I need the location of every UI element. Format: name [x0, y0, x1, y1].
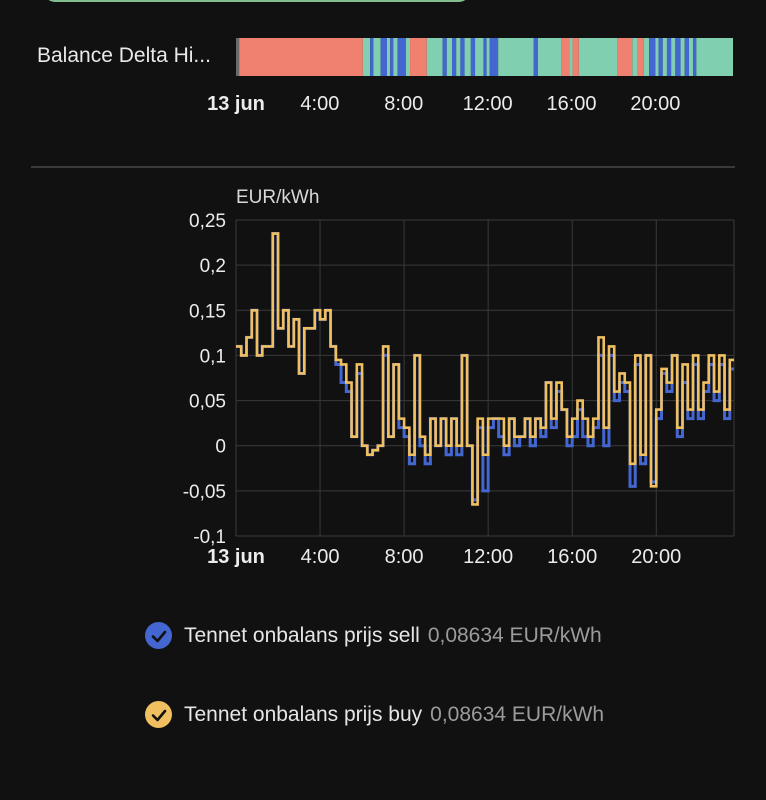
timeline-segment-teal[interactable] [393, 38, 398, 76]
timeline-segment-blue[interactable] [666, 38, 672, 76]
y-tick-label: 0,05 [189, 392, 226, 413]
legend-buy-value: 0,08634 EUR/kWh [430, 702, 605, 726]
timeline-segment-red[interactable] [410, 38, 427, 76]
timeline-segment-blue[interactable] [483, 38, 487, 76]
timeline-tick-label: 13 jun [207, 93, 265, 115]
series-line-buy[interactable] [236, 232, 734, 506]
y-tick-label: 0,15 [189, 301, 226, 322]
timeline-segment-blue[interactable] [397, 38, 406, 76]
timeline-tick-label: 4:00 [300, 93, 339, 115]
timeline-segment-teal[interactable] [386, 38, 391, 76]
legend-item-buy[interactable]: Tennet onbalans prijs buy 0,08634 EUR/kW… [145, 701, 745, 728]
timeline-segment-teal[interactable] [475, 38, 484, 76]
section-divider [31, 166, 735, 168]
y-tick-label: 0,1 [200, 346, 226, 367]
timeline-segment-teal[interactable] [680, 38, 685, 76]
check-icon [145, 622, 172, 649]
timeline-segment-teal[interactable] [537, 38, 562, 76]
y-tick-label: 0 [215, 437, 226, 458]
timeline-segment-blue[interactable] [370, 38, 374, 76]
timeline-segment-blue[interactable] [390, 38, 394, 76]
timeline-segment-teal[interactable] [671, 38, 676, 76]
timeline-segment-red[interactable] [572, 38, 579, 76]
timeline-segment-blue[interactable] [533, 38, 538, 76]
timeline-segment-teal[interactable] [578, 38, 618, 76]
timeline-segment-teal[interactable] [655, 38, 659, 76]
x-tick-label: 4:00 [301, 546, 340, 568]
timeline-tick-label: 16:00 [546, 93, 596, 115]
timeline-segment-teal[interactable] [464, 38, 471, 76]
timeline-segment-teal[interactable] [486, 38, 490, 76]
x-tick-label: 20:00 [631, 546, 681, 568]
timeline-segment-teal[interactable] [688, 38, 694, 76]
timeline-segment-teal[interactable] [456, 38, 461, 76]
legend-item-sell[interactable]: Tennet onbalans prijs sell 0,08634 EUR/k… [145, 622, 745, 649]
timeline-segment-blue[interactable] [489, 38, 499, 76]
y-tick-label: -0,05 [183, 482, 226, 503]
timeline-segment-blue[interactable] [675, 38, 681, 76]
timeline-tick-label: 8:00 [384, 93, 423, 115]
y-tick-label: 0,25 [189, 211, 226, 232]
timeline-segment-red[interactable] [617, 38, 633, 76]
series-line-sell[interactable] [236, 232, 734, 502]
x-tick-label: 13 jun [207, 546, 265, 568]
timeline-segment-blue[interactable] [684, 38, 689, 76]
timeline-segment-red[interactable] [561, 38, 570, 76]
top-toggle-pill[interactable] [44, 0, 470, 2]
timeline-entity-label[interactable]: Balance Delta Hi... [37, 44, 211, 67]
timeline-segment-teal[interactable] [426, 38, 443, 76]
y-tick-label: -0,1 [193, 527, 226, 548]
timeline-segment-teal[interactable] [569, 38, 573, 76]
legend-sell-name: Tennet onbalans prijs sell [184, 623, 420, 647]
timeline-x-axis: 13 jun 4:00 8:00 12:00 16:00 20:00 [207, 93, 680, 115]
check-icon [145, 701, 172, 728]
timeline-state-bar[interactable] [236, 38, 733, 76]
timeline-tick-label: 20:00 [630, 93, 680, 115]
timeline-tick-label: 12:00 [463, 93, 513, 115]
timeline-segment-blue[interactable] [451, 38, 457, 76]
price-chart-svg[interactable]: EUR/kWh 0,25 0,2 0,15 0,1 0,05 0 -0,05 -0,1 13 … [0, 168, 766, 588]
timeline-segment-teal[interactable] [362, 38, 371, 76]
y-axis-unit-label: EUR/kWh [236, 187, 319, 208]
timeline-segment-teal[interactable] [696, 38, 733, 76]
timeline-segment-red[interactable] [637, 38, 644, 76]
timeline-segment-teal[interactable] [662, 38, 667, 76]
timeline-segment-blue[interactable] [460, 38, 465, 76]
timeline-segment-teal[interactable] [446, 38, 452, 76]
timeline-segment-teal[interactable] [632, 38, 638, 76]
timeline-segment-blue[interactable] [470, 38, 476, 76]
y-tick-label: 0,2 [200, 256, 226, 277]
x-tick-label: 8:00 [385, 546, 424, 568]
timeline-segment-blue[interactable] [693, 38, 697, 76]
timeline-segment-blue[interactable] [380, 38, 387, 76]
timeline-segment-teal[interactable] [405, 38, 411, 76]
timeline-segment-teal[interactable] [643, 38, 650, 76]
legend-sell-value: 0,08634 EUR/kWh [427, 623, 602, 647]
timeline-segment-gray[interactable] [236, 38, 240, 76]
timeline-segment-blue[interactable] [658, 38, 663, 76]
x-tick-label: 16:00 [547, 546, 597, 568]
timeline-segment-blue[interactable] [649, 38, 656, 76]
timeline-segment-red[interactable] [239, 38, 363, 76]
timeline-segment-teal[interactable] [373, 38, 381, 76]
legend-buy-name: Tennet onbalans prijs buy [184, 702, 423, 726]
timeline-segment-teal[interactable] [498, 38, 534, 76]
timeline-segment-blue[interactable] [442, 38, 447, 76]
price-chart: EUR/kWh 0,25 0,2 0,15 0,1 0,05 0 -0,05 -0,1 13 … [0, 168, 766, 588]
x-tick-label: 12:00 [463, 546, 513, 568]
history-timeline: Balance Delta Hi... 13 jun 4:00 8:00 12:00 1… [0, 30, 766, 130]
